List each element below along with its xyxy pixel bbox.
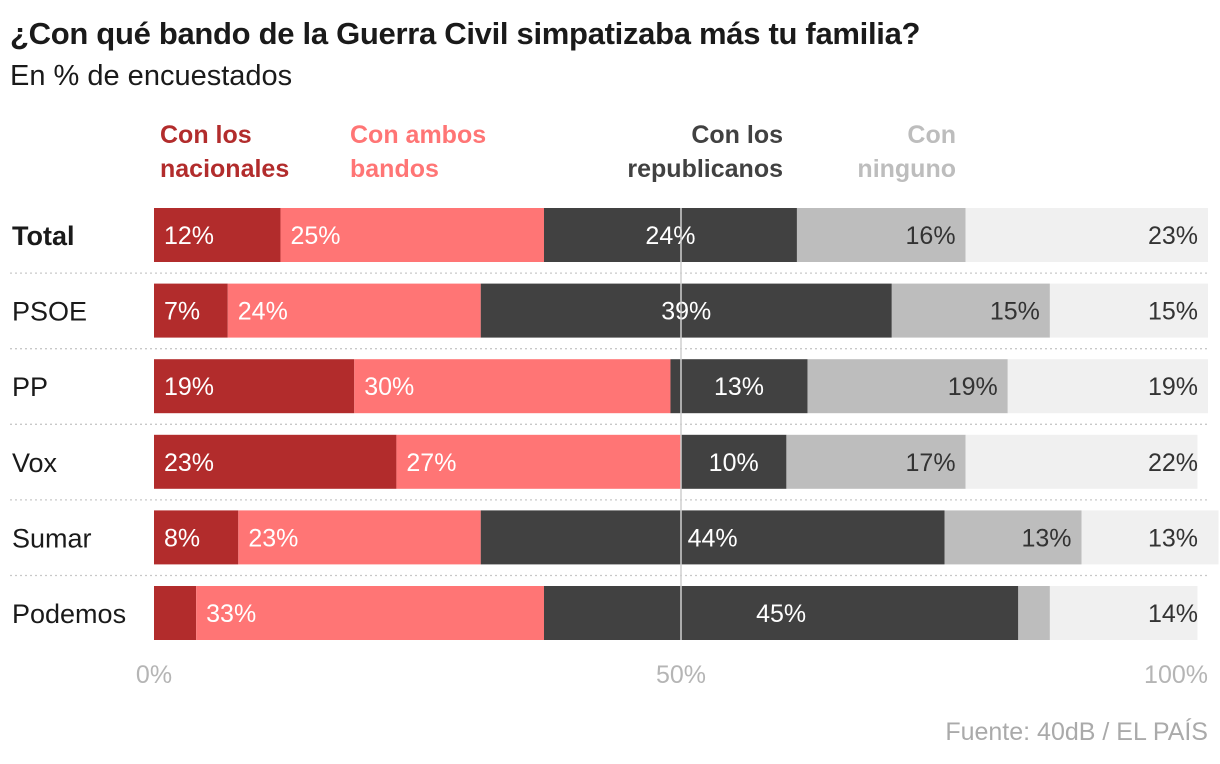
data-label-republicanos: 24% <box>645 222 695 250</box>
chart-subtitle: En % de encuestados <box>10 60 293 92</box>
legend-label-ambos: Con ambos <box>350 121 486 149</box>
bar-segment-ambos <box>238 510 481 565</box>
data-label-nacionales: 23% <box>164 449 214 477</box>
data-label-republicanos: 39% <box>661 298 711 326</box>
bar-segment-rest <box>1007 359 1208 414</box>
legend-label-nacionales: Con los <box>160 121 252 149</box>
chart-title: ¿Con qué bando de la Guerra Civil simpat… <box>10 16 921 51</box>
data-label-ambos: 23% <box>248 524 298 552</box>
bar-segment-ambos <box>196 586 544 640</box>
data-label-ninguno: 13% <box>1021 524 1071 552</box>
data-label-republicanos: 45% <box>756 600 806 628</box>
data-label-rest: 14% <box>1148 600 1198 628</box>
data-label-ninguno: 16% <box>906 222 956 250</box>
bar-segment-rest <box>965 208 1208 262</box>
category-label: PP <box>12 372 48 402</box>
category-label: PSOE <box>12 297 87 327</box>
bar-segment-ambos <box>396 434 681 489</box>
bar-segment-ninguno <box>944 510 1082 565</box>
bar-segment-rest <box>1081 510 1219 565</box>
data-label-nacionales: 7% <box>164 298 200 326</box>
bar-segment-ninguno <box>891 283 1050 338</box>
category-label: Vox <box>12 448 58 478</box>
x-tick-label: 50% <box>656 661 706 689</box>
bar-segment-republicanos <box>543 208 797 262</box>
data-label-rest: 13% <box>1148 524 1198 552</box>
data-label-rest: 19% <box>1148 373 1198 401</box>
legend-label-ambos: bandos <box>350 155 439 183</box>
bar-segment-republicanos <box>543 586 1019 640</box>
data-label-nacionales: 19% <box>164 373 214 401</box>
data-label-nacionales: 8% <box>164 524 200 552</box>
bar-segment-ninguno <box>796 208 966 262</box>
data-label-ambos: 24% <box>238 298 288 326</box>
bar-segment-ambos <box>227 283 481 338</box>
legend-label-republicanos: republicanos <box>627 155 783 183</box>
data-label-ambos: 25% <box>290 222 340 250</box>
data-label-nacionales: 12% <box>164 222 214 250</box>
bar-segment-republicanos <box>681 434 787 489</box>
legend-label-republicanos: Con los <box>691 121 783 149</box>
bar-segment-republicanos <box>670 359 808 414</box>
bar-segment-nacionales <box>154 208 281 262</box>
bar-segment-nacionales <box>154 283 228 338</box>
legend-label-ninguno: Con <box>907 121 956 149</box>
legend-label-nacionales: nacionales <box>160 155 289 183</box>
bar-segment-republicanos <box>480 283 892 338</box>
bar-segment-nacionales <box>154 359 355 414</box>
category-label: Sumar <box>12 523 92 553</box>
data-label-ninguno: 15% <box>990 298 1040 326</box>
bar-segment-nacionales <box>154 434 397 489</box>
data-label-republicanos: 10% <box>709 449 759 477</box>
data-label-republicanos: 13% <box>714 373 764 401</box>
bar-segment-republicanos <box>480 510 945 565</box>
data-label-ninguno: 19% <box>948 373 998 401</box>
data-label-republicanos: 44% <box>688 524 738 552</box>
source-note: Fuente: 40dB / EL PAÍS <box>945 718 1208 746</box>
data-label-ninguno: 17% <box>906 449 956 477</box>
x-tick-label: 0% <box>136 661 172 689</box>
bar-segment-ninguno <box>1018 586 1050 640</box>
category-label: Podemos <box>12 599 126 629</box>
bar-segment-nacionales <box>154 510 239 565</box>
bar-segment-nacionales <box>154 586 197 640</box>
category-label: Total <box>12 221 75 251</box>
bar-segment-ambos <box>280 208 544 262</box>
bar-segment-rest <box>1049 586 1198 640</box>
bar-segment-rest <box>965 434 1198 489</box>
data-label-rest: 22% <box>1148 449 1198 477</box>
bar-segment-ambos <box>354 359 671 414</box>
data-label-rest: 23% <box>1148 222 1198 250</box>
bar-segment-rest <box>1049 283 1208 338</box>
data-label-ambos: 30% <box>364 373 414 401</box>
data-label-rest: 15% <box>1148 298 1198 326</box>
data-label-ambos: 33% <box>206 600 256 628</box>
bar-segment-ninguno <box>807 359 1008 414</box>
legend-label-ninguno: ninguno <box>857 155 956 183</box>
bar-segment-ninguno <box>786 434 966 489</box>
data-label-ambos: 27% <box>406 449 456 477</box>
x-tick-label: 100% <box>1144 661 1208 689</box>
